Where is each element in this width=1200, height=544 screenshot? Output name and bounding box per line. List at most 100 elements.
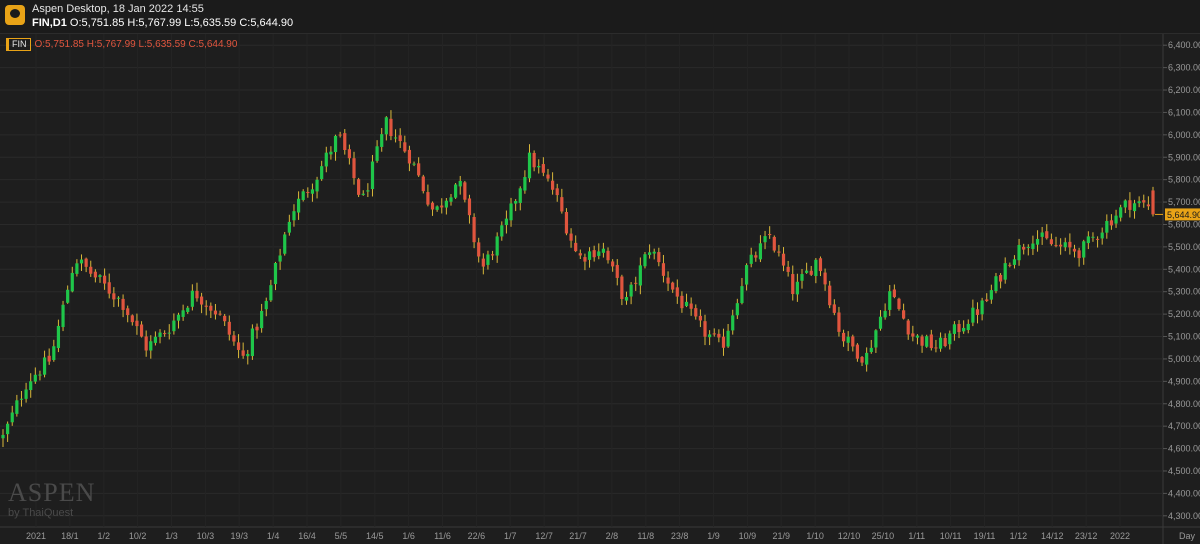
candle-body (477, 242, 481, 257)
candle-body (777, 251, 781, 253)
candle-body (578, 253, 582, 256)
candle-body (883, 310, 887, 318)
candle-body (500, 225, 504, 237)
candle-body (865, 352, 869, 365)
candle-body (1003, 263, 1007, 280)
candle-body (417, 163, 421, 176)
candle-body (731, 315, 735, 331)
candle-body (241, 350, 245, 356)
candle-body (1031, 243, 1035, 249)
candle-body (892, 289, 896, 298)
candle-body (269, 285, 273, 301)
chart-legend: FIN O:5,751.85 H:5,767.99 L:5,635.59 C:5,… (6, 38, 237, 51)
y-tick-label: 4,700.00 (1168, 421, 1200, 431)
candle-body (703, 321, 707, 337)
x-tick-label: 18/1 (61, 531, 79, 541)
x-tick-label: 21/9 (772, 531, 790, 541)
candle-body (809, 270, 813, 275)
x-tick-label: 2021 (26, 531, 46, 541)
candle-body (786, 266, 790, 272)
candle-body (213, 310, 218, 315)
candle-body (126, 308, 130, 316)
candle-body (975, 309, 980, 315)
x-tick-label: 2/8 (606, 531, 619, 541)
candle-body (527, 152, 532, 179)
candle-body (1045, 231, 1049, 239)
candle-body (555, 188, 559, 196)
y-tick-label: 6,400.00 (1168, 40, 1200, 50)
x-tick-label: 22/6 (468, 531, 486, 541)
candle-body (33, 374, 37, 382)
x-tick-label: 12/10 (838, 531, 861, 541)
candle-body (306, 191, 310, 193)
x-tick-label: 1/2 (97, 531, 110, 541)
candle-body (989, 290, 993, 300)
last-price-label: 5,644.90 (1167, 210, 1200, 220)
candle-body (1086, 236, 1090, 244)
candle-body (744, 265, 749, 285)
candle-body (236, 342, 241, 350)
candle-body (606, 250, 610, 261)
header-ohlc: O:5,751.85 H:5,767.99 L:5,635.59 C:5,644… (69, 17, 294, 29)
x-tick-label: 1/4 (267, 531, 280, 541)
candle-body (255, 326, 259, 331)
candle-body (490, 254, 495, 256)
plot-area (0, 34, 1163, 527)
candle-body (726, 330, 730, 347)
candle-body (426, 192, 430, 205)
candle-body (116, 297, 121, 299)
x-tick-label: 10/2 (129, 531, 147, 541)
candle-body (832, 304, 836, 313)
x-tick-label: 1/12 (1010, 531, 1028, 541)
candle-body (541, 164, 545, 173)
y-tick-label: 6,000.00 (1168, 130, 1200, 140)
y-tick-label: 4,400.00 (1168, 488, 1200, 498)
candle-body (260, 310, 264, 329)
candle-body (574, 242, 578, 252)
candle-body (98, 275, 102, 277)
candle-body (75, 263, 79, 274)
candle-body (855, 344, 860, 359)
candle-body (223, 315, 227, 322)
chart-symbol-badge[interactable]: FIN (6, 38, 31, 51)
x-axis-title: Day (1179, 531, 1196, 541)
candle-body (352, 158, 356, 179)
candle-body (938, 337, 943, 349)
candle-body (615, 264, 619, 278)
candle-body (232, 335, 236, 342)
y-tick-label: 5,500.00 (1168, 242, 1200, 252)
candle-body (204, 305, 208, 307)
candle-body (1100, 232, 1104, 239)
candle-body (1151, 190, 1155, 215)
candle-body (1132, 203, 1137, 212)
candle-body (389, 118, 393, 137)
candle-body (837, 312, 841, 332)
candle-body (172, 320, 176, 332)
app-title: Aspen Desktop, 18 Jan 2022 14:55 (32, 3, 204, 15)
candle-body (1054, 245, 1058, 247)
y-tick-label: 5,700.00 (1168, 197, 1200, 207)
candle-body (1072, 248, 1077, 252)
candle-body (273, 262, 278, 285)
candle-body (874, 330, 878, 348)
y-tick-label: 4,600.00 (1168, 444, 1200, 454)
candle-body (79, 259, 84, 264)
candle-body (449, 197, 453, 202)
candle-body (218, 313, 222, 315)
candle-body (684, 301, 689, 307)
candle-body (994, 276, 998, 292)
candle-body (1137, 201, 1141, 204)
candle-body (569, 233, 573, 241)
candle-body (952, 324, 957, 334)
y-tick-label: 4,300.00 (1168, 511, 1200, 521)
x-tick-label: 1/7 (504, 531, 517, 541)
x-tick-label: 19/3 (230, 531, 248, 541)
candle-body (634, 282, 638, 284)
candle-body (93, 271, 97, 278)
candle-body (52, 346, 56, 361)
candle-body (296, 198, 301, 213)
y-tick-label: 5,600.00 (1168, 219, 1200, 229)
candle-body (458, 180, 462, 187)
candle-body (915, 335, 920, 338)
